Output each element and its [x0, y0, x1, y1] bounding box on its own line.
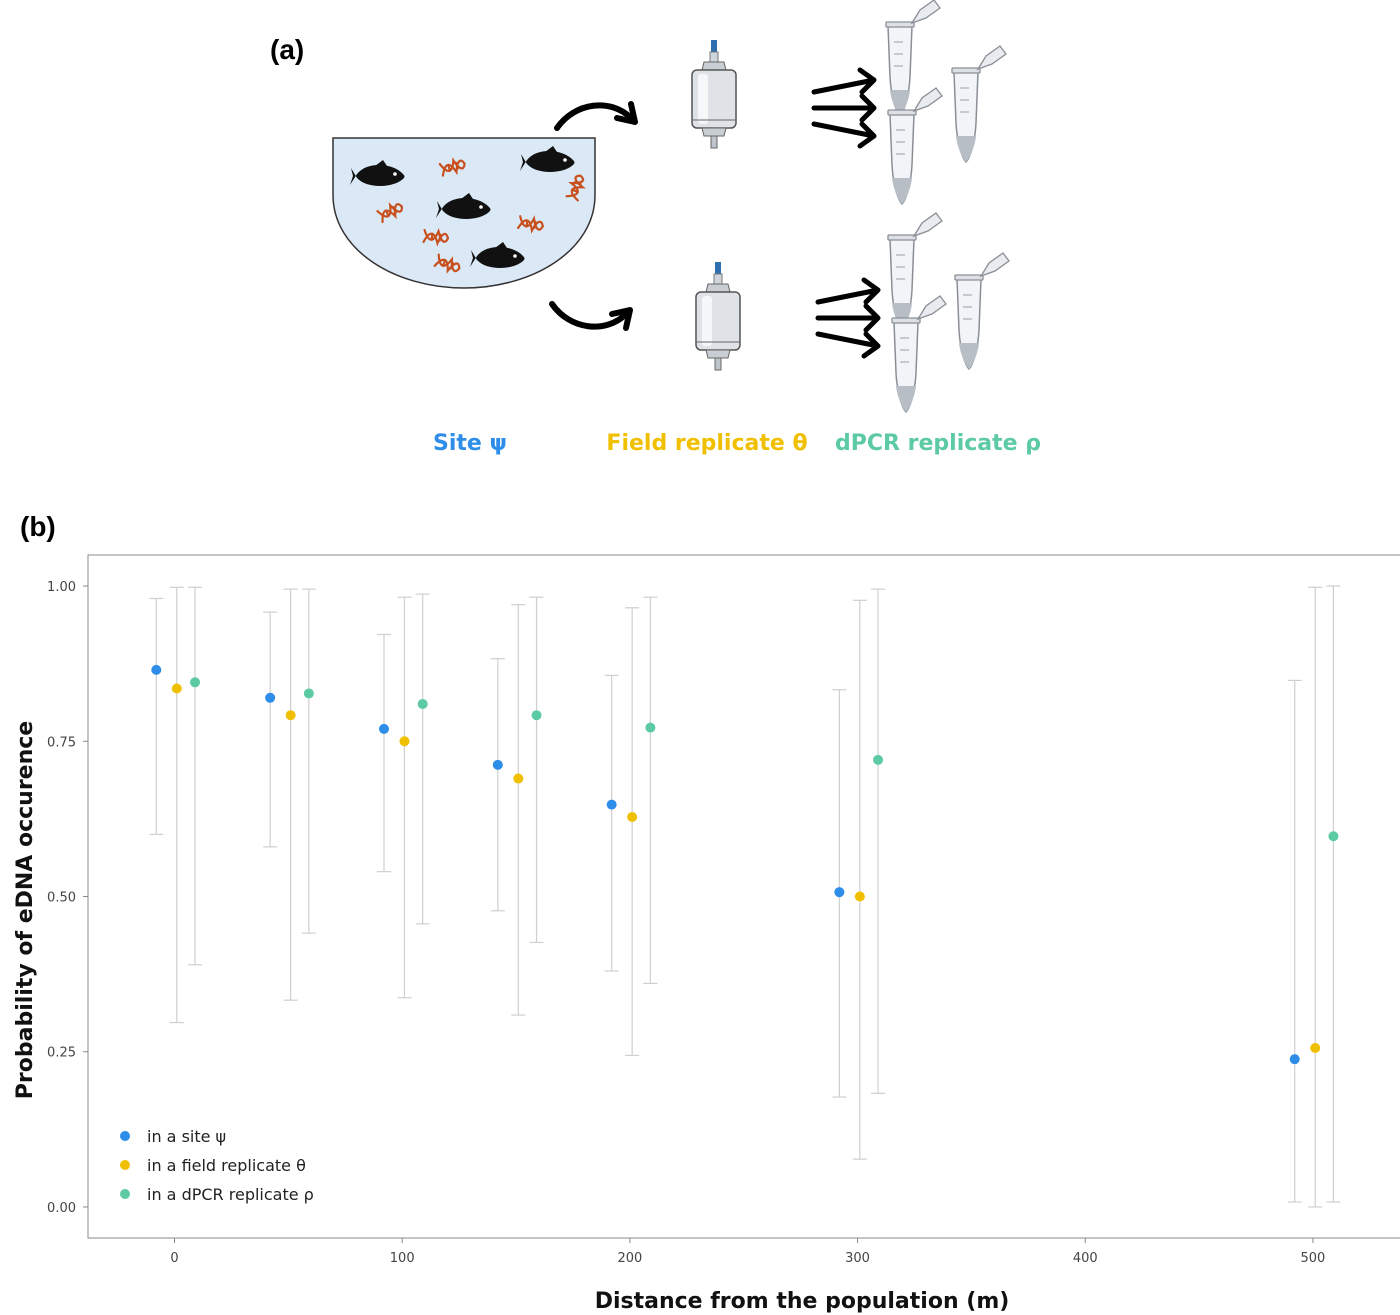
- y-axis: 0.00 0.25 0.50 0.75 1.00: [47, 580, 88, 1216]
- data-point-dpcr: [645, 722, 656, 733]
- legend-marker-dpcr: [120, 1189, 130, 1199]
- data-point-field: [171, 683, 182, 694]
- y-tick-label: 0.50: [47, 891, 76, 906]
- filter-capsule-icon: [695, 261, 741, 371]
- arrow-icon: [557, 104, 635, 128]
- panel-b-label: (b): [20, 511, 56, 542]
- data-point-field: [285, 710, 296, 721]
- legend-label-site: in a site ψ: [147, 1127, 226, 1146]
- data-point-dpcr: [417, 699, 428, 710]
- y-tick-label: 0.25: [47, 1046, 76, 1061]
- data-point-field: [1310, 1043, 1321, 1054]
- data-point-dpcr: [303, 688, 314, 699]
- legend-marker-site: [120, 1131, 130, 1141]
- data-point-site: [606, 799, 617, 810]
- y-tick-label: 1.00: [47, 580, 76, 595]
- arrow-icon: [814, 70, 874, 146]
- x-tick-label: 200: [617, 1251, 642, 1266]
- x-tick-label: 500: [1301, 1251, 1326, 1266]
- x-axis: 0 100 200 300 400 500: [170, 1238, 1325, 1266]
- data-point-site: [1289, 1054, 1300, 1065]
- data-point-site: [265, 692, 276, 703]
- panel-a-label: (a): [270, 34, 304, 65]
- arrow-icon: [552, 304, 630, 328]
- data-point-site: [492, 759, 503, 770]
- data-point-field: [854, 891, 865, 902]
- x-axis-title: Distance from the population (m): [595, 1289, 1010, 1314]
- legend: in a site ψ in a field replicate θ in a dP…: [120, 1127, 314, 1204]
- y-tick-label: 0.00: [47, 1201, 76, 1216]
- data-point-site: [151, 664, 162, 675]
- dpcr-replicate-label: dPCR replicate ρ: [835, 431, 1041, 456]
- field-replicate-label: Field replicate θ: [606, 431, 807, 456]
- data-point-field: [513, 773, 524, 784]
- y-axis-title: Probability of eDNA occurence: [13, 721, 38, 1099]
- microtube-icon: [951, 45, 1007, 163]
- x-tick-label: 400: [1073, 1251, 1098, 1266]
- data-point-dpcr: [531, 710, 542, 721]
- data-point-dpcr: [873, 754, 884, 765]
- legend-marker-field: [120, 1160, 130, 1170]
- data-point-site: [834, 887, 845, 898]
- x-tick-label: 100: [390, 1251, 415, 1266]
- y-tick-label: 0.75: [47, 735, 76, 750]
- data-point-site: [378, 723, 389, 734]
- microtube-icon: [954, 252, 1010, 370]
- x-tick-label: 0: [170, 1251, 178, 1266]
- plot-area: [87, 554, 1400, 1239]
- data-point-dpcr: [1328, 831, 1339, 842]
- filter-capsule-icon: [691, 39, 737, 149]
- data-point-field: [399, 736, 410, 747]
- x-tick-label: 300: [845, 1251, 870, 1266]
- data-marks: [149, 585, 1341, 1208]
- legend-label-dpcr: in a dPCR replicate ρ: [147, 1185, 314, 1204]
- site-parameter-label: Site ψ: [433, 431, 507, 456]
- data-point-field: [627, 812, 638, 823]
- data-point-dpcr: [190, 677, 201, 688]
- arrow-icon: [818, 280, 878, 356]
- legend-label-field: in a field replicate θ: [147, 1156, 306, 1175]
